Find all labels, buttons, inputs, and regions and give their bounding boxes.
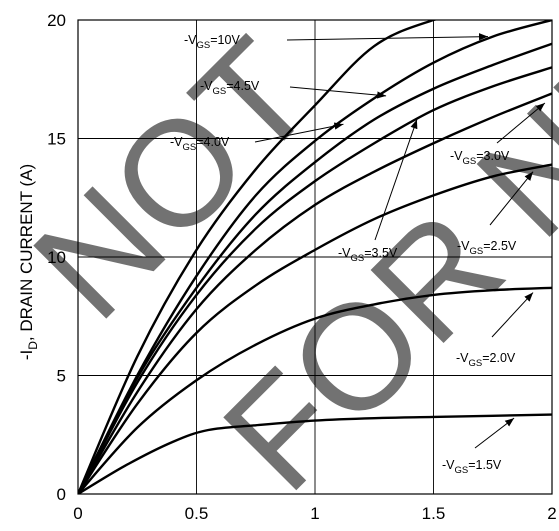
series-label-arrow — [289, 86, 387, 99]
y-tick-label: 5 — [57, 367, 66, 386]
series-line-10v — [78, 20, 438, 494]
series-label: -VGS=10V — [184, 33, 240, 51]
series-label: -VGS=3.0V — [450, 149, 510, 167]
grid-lines — [78, 20, 552, 494]
series-label: -VGS=1.5V — [442, 458, 502, 476]
plot-frame — [77, 19, 553, 495]
x-tick-label: 0.5 — [185, 504, 209, 523]
series-label-arrow — [254, 122, 344, 143]
series-label-arrow — [286, 33, 489, 41]
y-axis-label: -ID, DRAIN CURRENT (A) — [17, 164, 40, 360]
y-tick-label: 15 — [47, 130, 66, 149]
x-tick-label: 2 — [547, 504, 556, 523]
y-tick-label: 20 — [47, 11, 66, 30]
series-label-arrow — [491, 292, 534, 338]
series-label-arrow — [496, 102, 546, 144]
series-label-arrow — [374, 119, 418, 241]
x-tick-label: 1 — [310, 504, 319, 523]
series-line-3-5v — [78, 66, 552, 494]
series-line-4-5v — [78, 20, 552, 494]
series-line-3-0v — [78, 92, 552, 494]
series-label-arrow — [489, 171, 534, 226]
series-line-2-5v — [78, 163, 552, 494]
curves — [78, 20, 552, 494]
series-line-2-0v — [78, 286, 552, 494]
series-label: -VGS=3.5V — [338, 246, 398, 264]
watermark-line-1: NOT — [1, 7, 344, 350]
x-tick-label: 1.5 — [422, 504, 446, 523]
series-labels: -VGS=10V -VGS=4.5V -VGS=4.0V -VGS=3.5V -VGS=… — [170, 33, 546, 476]
series-label: -VGS=4.5V — [200, 79, 260, 97]
series-line-4-0v — [78, 42, 552, 494]
series-label: -VGS=4.0V — [170, 135, 230, 153]
series-label-arrow — [474, 417, 515, 449]
y-tick-label: 10 — [47, 248, 66, 267]
y-tick-label: 0 — [57, 485, 66, 504]
x-tick-label: 0 — [73, 504, 82, 523]
series-line-1-5v — [78, 413, 552, 494]
series-label: -VGS=2.5V — [457, 239, 517, 257]
series-label: -VGS=2.0V — [456, 351, 516, 369]
